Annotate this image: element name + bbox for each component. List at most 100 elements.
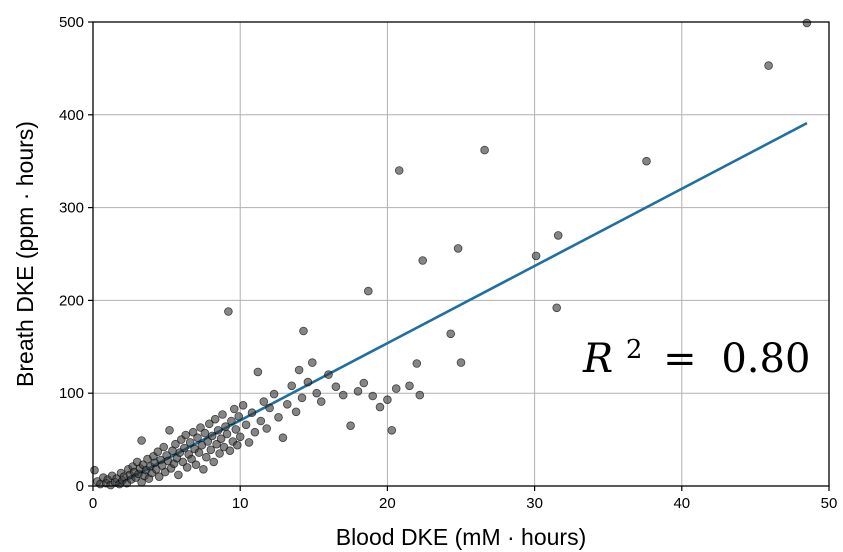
data-point (200, 428, 210, 438)
data-point (453, 244, 463, 253)
data-point (185, 438, 195, 447)
r-squared-value: 0.80 (721, 336, 810, 382)
data-point (297, 393, 307, 403)
data-point (165, 425, 174, 435)
data-point (282, 399, 292, 409)
data-point (353, 386, 363, 396)
data-point (294, 365, 304, 375)
data-point (274, 412, 283, 422)
data-point (346, 421, 355, 431)
data-point (234, 412, 244, 421)
data-point (207, 431, 217, 441)
data-point (193, 433, 202, 443)
y-tick-label: 300 (59, 200, 84, 217)
data-point (291, 407, 301, 417)
x-tick-label: 40 (673, 495, 690, 512)
data-point (359, 378, 369, 388)
data-point (383, 395, 392, 405)
data-point (222, 429, 232, 439)
data-point (233, 440, 242, 450)
data-point (218, 410, 227, 419)
data-point (178, 457, 188, 467)
plot-frame (92, 21, 830, 487)
data-point (553, 231, 563, 240)
data-point (331, 382, 341, 392)
data-point (137, 436, 146, 445)
data-point (324, 370, 333, 379)
r-squared-operator: = (663, 336, 697, 382)
data-point (225, 446, 235, 456)
data-point (531, 251, 541, 261)
data-point (391, 384, 401, 393)
data-point (191, 460, 201, 470)
data-point (253, 367, 263, 377)
data-point (278, 433, 288, 443)
data-point (287, 381, 297, 391)
x-tick-label: 50 (821, 495, 838, 512)
x-axis-label: Blood DKE (mM · hours) (336, 524, 587, 550)
data-point (247, 408, 257, 418)
data-point (209, 457, 219, 467)
r-squared-exponent: 2 (626, 335, 643, 365)
data-point (259, 397, 269, 406)
data-point (480, 145, 489, 155)
data-point (764, 61, 773, 70)
data-point (552, 303, 561, 313)
data-point (307, 358, 317, 367)
data-point (196, 423, 205, 432)
data-point (203, 437, 213, 446)
y-tick-label: 500 (59, 14, 84, 31)
x-tick-label: 30 (526, 495, 543, 512)
data-point (180, 443, 189, 453)
data-point (202, 452, 211, 462)
data-point (235, 432, 245, 442)
data-point (642, 156, 651, 166)
data-point (231, 425, 241, 434)
data-point (250, 427, 260, 437)
data-point (338, 390, 348, 400)
data-point (375, 402, 385, 412)
y-tick-label: 200 (59, 292, 84, 309)
data-point (415, 390, 425, 400)
data-point (216, 434, 226, 444)
data-point (299, 326, 308, 336)
data-point (256, 416, 266, 426)
x-tick-label: 10 (232, 495, 249, 512)
data-point (90, 465, 99, 475)
data-point (238, 400, 248, 410)
data-point (188, 427, 198, 437)
data-point (368, 391, 378, 401)
data-point (244, 438, 254, 447)
data-point (446, 329, 456, 339)
y-tick-label: 100 (59, 385, 84, 402)
data-point (224, 307, 233, 316)
data-point (269, 389, 279, 399)
data-point (187, 454, 196, 464)
data-point (159, 442, 169, 452)
fit-line-group (114, 122, 808, 488)
data-point (227, 416, 236, 426)
data-point (303, 377, 313, 387)
data-point (154, 472, 164, 482)
data-point (405, 381, 414, 391)
data-points (90, 18, 812, 490)
data-point (241, 420, 251, 430)
data-point (205, 419, 214, 429)
data-point (418, 256, 428, 265)
data-point (262, 424, 272, 433)
data-point (456, 358, 466, 367)
data-point (312, 388, 322, 398)
data-point (174, 470, 183, 480)
data-point (153, 447, 163, 457)
data-point (171, 439, 180, 449)
data-point (194, 448, 204, 457)
data-point (181, 430, 191, 440)
r-squared-annotation: R 2 = 0.80 (582, 322, 810, 382)
grid-lines (92, 21, 830, 487)
data-point (265, 403, 274, 413)
data-point (215, 449, 224, 458)
data-point (387, 425, 397, 435)
data-point (412, 359, 422, 368)
data-point (199, 464, 208, 474)
